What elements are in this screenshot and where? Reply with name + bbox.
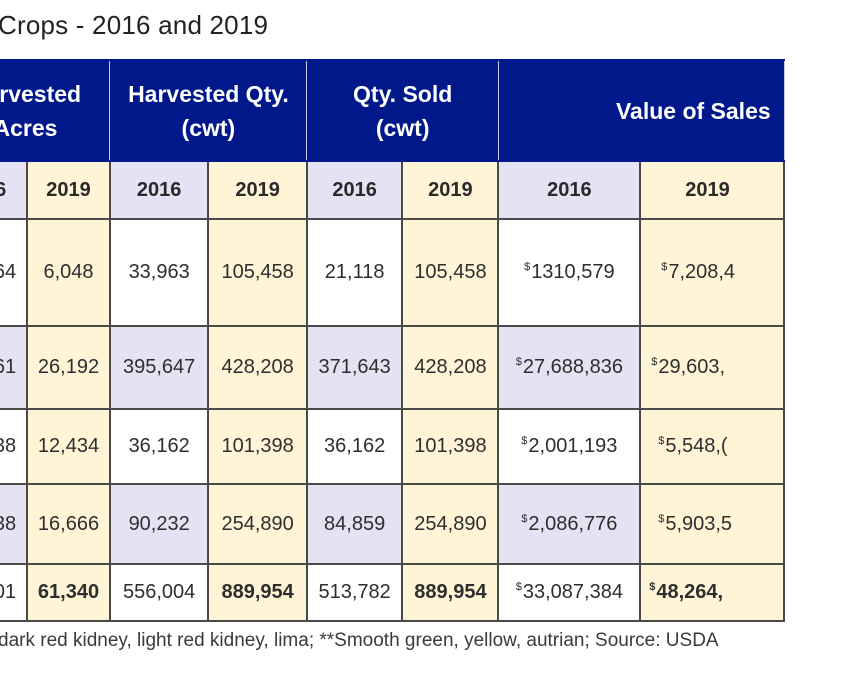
cell-acres-2019: 12,434: [26, 408, 111, 485]
table-row: ,261 26,192 395,647 428,208 371,643 428,…: [0, 325, 785, 410]
cell-acres-2016: 664: [0, 218, 29, 327]
cell-acres-2019: 6,048: [26, 218, 111, 327]
cell-hq-2016: 395,647: [108, 325, 210, 410]
total-value-2019: $48,264,: [639, 563, 785, 622]
cell-value-2016: $27,688,836: [497, 325, 642, 410]
total-hq-2016: 556,004: [108, 563, 210, 622]
year-header: 2019: [26, 160, 111, 220]
header-value-of-sales: Value of Sales: [497, 59, 785, 162]
cell-hq-2019: 101,398: [207, 408, 308, 485]
cell-sold-2016: 36,162: [305, 408, 404, 485]
cell-acres-2019: 26,192: [26, 325, 111, 410]
year-header: 2016: [497, 160, 642, 220]
crops-table: HarvestedAcres Harvested Qty.(cwt) Qty. …: [0, 59, 785, 622]
total-sold-2016: 513,782: [305, 563, 404, 622]
cell-acres-2019: 16,666: [26, 483, 111, 565]
year-header: 2019: [207, 160, 308, 220]
cell-sold-2019: 428,208: [401, 325, 500, 410]
cell-value-2019: $7,208,4: [639, 218, 785, 327]
cell-hq-2019: 254,890: [207, 483, 308, 565]
footnote: dark red kidney, light red kidney, lima;…: [0, 630, 719, 651]
total-acres-2016: ,501: [0, 563, 29, 622]
year-header: 2016: [305, 160, 404, 220]
cell-hq-2019: 105,458: [207, 218, 308, 327]
cell-value-2019: $29,603,: [639, 325, 785, 410]
cell-value-2016: $2,001,193: [497, 408, 642, 485]
cell-acres-2016: 238: [0, 483, 29, 565]
total-sold-2019: 889,954: [401, 563, 500, 622]
year-header: 2019: [639, 160, 785, 220]
cell-hq-2019: 428,208: [207, 325, 308, 410]
header-group-row: HarvestedAcres Harvested Qty.(cwt) Qty. …: [0, 59, 785, 162]
total-acres-2019: 61,340: [26, 563, 111, 622]
header-qty-sold: Qty. Sold (cwt): [306, 59, 499, 162]
cell-value-2019: $5,548,(: [639, 408, 785, 485]
header-harvested-qty: Harvested Qty. (cwt): [109, 59, 308, 162]
year-header: 2019: [401, 160, 500, 220]
cell-hq-2016: 36,162: [108, 408, 210, 485]
total-value-2016: $33,087,384: [497, 563, 642, 622]
header-harvested-acres: HarvestedAcres: [0, 59, 111, 162]
cell-value-2019: $5,903,5: [639, 483, 785, 565]
cell-acres-2016: 338: [0, 408, 29, 485]
year-header: 2016: [0, 160, 29, 220]
table-row: 238 16,666 90,232 254,890 84,859 254,890…: [0, 483, 785, 565]
cell-hq-2016: 90,232: [108, 483, 210, 565]
cell-sold-2019: 254,890: [401, 483, 500, 565]
table-row: 338 12,434 36,162 101,398 36,162 101,398…: [0, 408, 785, 485]
cell-sold-2016: 84,859: [305, 483, 404, 565]
total-row: ,501 61,340 556,004 889,954 513,782 889,…: [0, 563, 785, 622]
cell-sold-2016: 371,643: [305, 325, 404, 410]
year-header-row: 2016 2019 2016 2019 2016 2019 2016 2019: [0, 160, 785, 220]
cell-hq-2016: 33,963: [108, 218, 210, 327]
cell-sold-2016: 21,118: [305, 218, 404, 327]
table-row: 664 6,048 33,963 105,458 21,118 105,458 …: [0, 218, 785, 327]
cell-value-2016: $2,086,776: [497, 483, 642, 565]
cell-value-2016: $1310,579: [497, 218, 642, 327]
cell-sold-2019: 105,458: [401, 218, 500, 327]
year-header: 2016: [108, 160, 210, 220]
cell-sold-2019: 101,398: [401, 408, 500, 485]
total-hq-2019: 889,954: [207, 563, 308, 622]
cell-acres-2016: ,261: [0, 325, 29, 410]
table-title: Crops - 2016 and 2019: [0, 10, 269, 40]
